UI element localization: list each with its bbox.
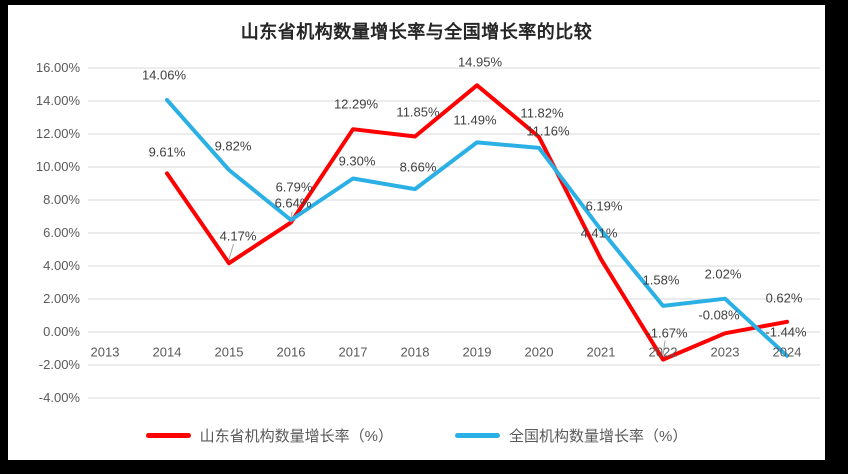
data-label: 1.58% — [642, 272, 680, 288]
legend-label-national: 全国机构数量增长率（%） — [509, 427, 688, 445]
series-line-1 — [165, 98, 789, 358]
data-label: 4.41% — [580, 225, 618, 241]
series-line-0 — [165, 83, 789, 362]
y-axis-tick-label: 12.00% — [35, 126, 80, 141]
data-label: 0.62% — [765, 290, 803, 306]
data-label: 8.66% — [399, 159, 437, 175]
y-axis-tick-label: 0.00% — [43, 324, 80, 339]
label-leader-line — [290, 211, 293, 219]
data-label: 14.95% — [457, 54, 503, 70]
plot-canvas — [88, 67, 820, 399]
label-leader-line — [662, 340, 666, 356]
chart-area: 山东省机构数量增长率与全国增长率的比较 山东省机构数量增长率（%） 全国机构数量… — [8, 5, 825, 460]
data-label: 6.19% — [585, 198, 623, 214]
x-axis-tick-label: 2018 — [400, 344, 430, 360]
x-axis-tick-label: 2015 — [214, 344, 244, 360]
data-label: 12.29% — [333, 96, 379, 112]
x-axis-tick-label: 2017 — [338, 344, 368, 360]
legend-item-national: 全国机构数量增长率（%） — [455, 425, 687, 446]
data-label: -1.44% — [765, 324, 807, 340]
data-label: 11.82% — [520, 105, 564, 121]
legend: 山东省机构数量增长率（%） 全国机构数量增长率（%） — [8, 424, 825, 446]
data-label: 11.16% — [526, 123, 570, 139]
data-label: -1.67% — [646, 325, 688, 341]
data-label: 9.61% — [148, 144, 186, 160]
y-axis-tick-label: -4.00% — [38, 390, 80, 405]
data-label: 11.85% — [396, 104, 440, 120]
y-axis-tick-label: 14.00% — [35, 93, 80, 108]
data-label: 4.17% — [219, 228, 257, 244]
data-label: 11.49% — [453, 112, 497, 128]
x-axis-tick-label: 2019 — [462, 344, 492, 360]
data-label: 6.64% — [274, 195, 312, 211]
x-axis-tick-label: 2021 — [586, 344, 616, 360]
blue-line-sample-icon — [455, 432, 500, 438]
y-axis-tick-label: -2.00% — [38, 357, 80, 372]
data-label: 9.30% — [338, 153, 376, 169]
y-axis-tick-label: 4.00% — [43, 258, 80, 273]
data-label: 9.82% — [214, 138, 252, 154]
x-axis-tick-label: 2020 — [524, 344, 554, 360]
x-axis-tick-label: 2023 — [710, 344, 740, 360]
y-axis-tick-label: 16.00% — [35, 60, 80, 75]
label-leader-line — [228, 244, 234, 260]
legend-label-shandong: 山东省机构数量增长率（%） — [199, 427, 393, 445]
x-axis-tick-label: 2014 — [152, 344, 182, 360]
red-line-sample-icon — [145, 432, 191, 438]
x-axis-tick-label: 2022 — [648, 344, 678, 360]
x-axis-tick-label: 2013 — [90, 344, 120, 360]
data-label: 2.02% — [704, 266, 742, 282]
y-axis-tick-label: 10.00% — [35, 159, 80, 174]
y-axis-tick-label: 2.00% — [43, 291, 80, 306]
y-axis-tick-label: 6.00% — [43, 225, 80, 240]
chart-title: 山东省机构数量增长率与全国增长率的比较 — [240, 22, 593, 42]
data-label: 14.06% — [141, 67, 187, 83]
x-axis-tick-label: 2024 — [772, 344, 802, 360]
x-axis-tick-label: 2016 — [276, 344, 306, 360]
data-label: -0.08% — [698, 307, 740, 323]
data-label: 6.79% — [275, 179, 313, 195]
legend-item-shandong: 山东省机构数量增长率（%） — [145, 425, 393, 446]
y-axis-tick-label: 8.00% — [43, 192, 80, 207]
